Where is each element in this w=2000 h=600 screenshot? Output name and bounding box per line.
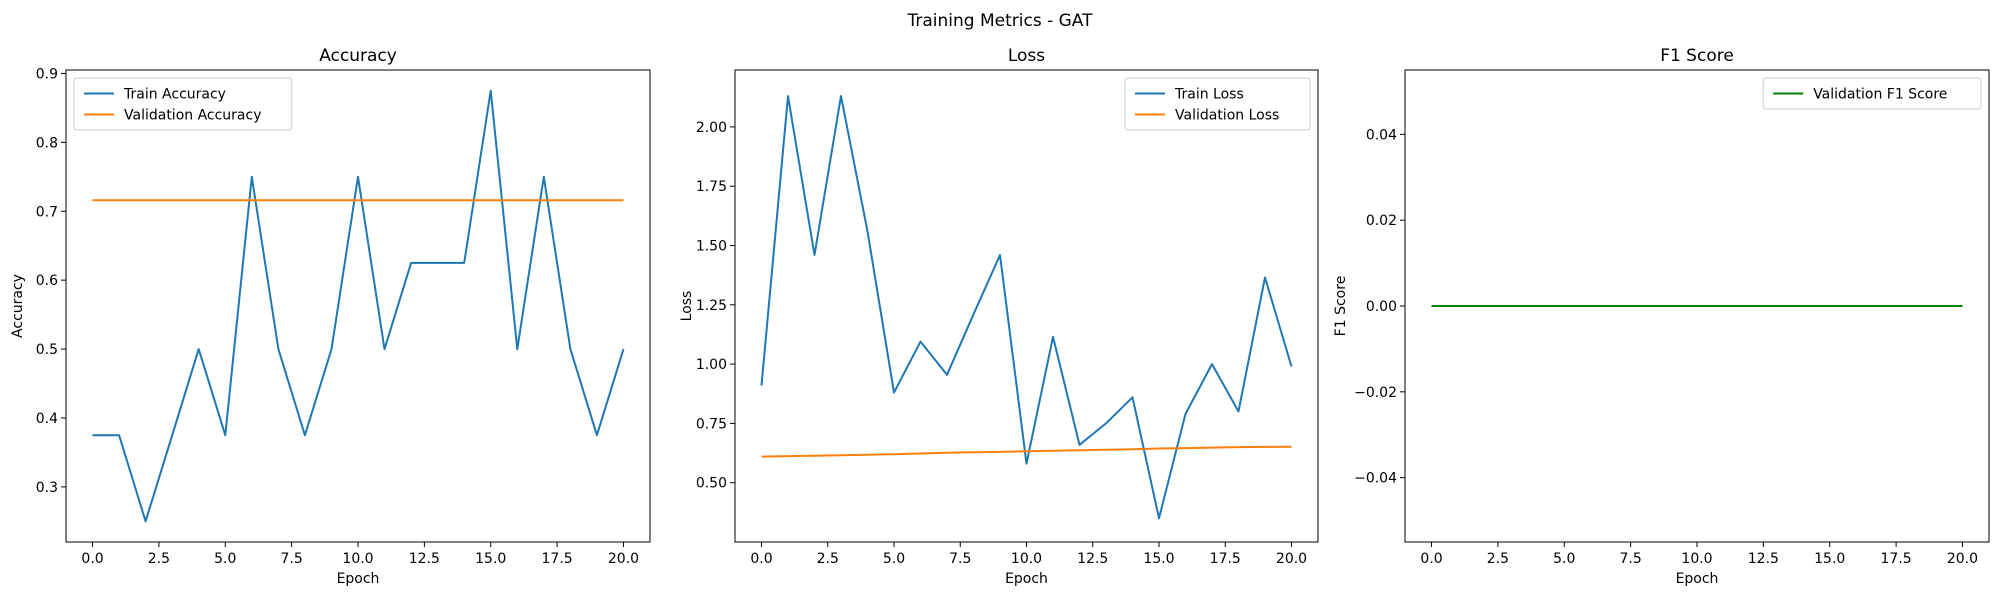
chart-0-y-tick-label: 0.4 bbox=[36, 411, 58, 427]
chart-2-x-tick-label: 17.5 bbox=[1881, 551, 1912, 567]
chart-0-x-tick-label: 17.5 bbox=[542, 551, 573, 567]
chart-1-legend-label-0: Train Loss bbox=[1174, 87, 1244, 103]
chart-0-y-tick-label: 0.8 bbox=[36, 135, 58, 151]
chart-0-legend-label-1: Validation Accuracy bbox=[124, 108, 262, 124]
chart-1-y-axis-label: Loss bbox=[679, 291, 695, 322]
chart-0-x-tick-label: 7.5 bbox=[281, 551, 303, 567]
chart-1-y-tick-label: 1.50 bbox=[696, 239, 727, 255]
chart-1-x-axis-label: Epoch bbox=[1005, 571, 1048, 587]
chart-1-x-tick-label: 10.0 bbox=[1011, 551, 1042, 567]
chart-0-y-tick-label: 0.6 bbox=[36, 273, 58, 289]
chart-0-y-tick-label: 0.3 bbox=[36, 480, 58, 496]
chart-0-y-tick-label: 0.9 bbox=[36, 66, 58, 82]
chart-2-y-tick-label: 0.04 bbox=[1366, 127, 1397, 143]
chart-0-x-tick-label: 0.0 bbox=[81, 551, 103, 567]
chart-2-y-tick-label: 0.00 bbox=[1366, 299, 1397, 315]
chart-1-series-0-line bbox=[760, 95, 1293, 520]
chart-1-legend: Train Loss Validation Loss bbox=[1124, 77, 1311, 131]
chart-1-x-tick-label: 15.0 bbox=[1143, 551, 1174, 567]
chart-2-panel: F1 Score 0.0 2.5 5.0 7.5 10.0 12.5 15.0 17.5 20.0… bbox=[1333, 46, 1990, 587]
chart-2-x-axis-label: Epoch bbox=[1676, 571, 1719, 587]
chart-1-x-tick-label: 0.0 bbox=[750, 551, 772, 567]
chart-2-x-tick-label: 5.0 bbox=[1553, 551, 1575, 567]
chart-0-legend-box bbox=[73, 77, 293, 131]
figure-title: Training Metrics - GAT bbox=[907, 11, 1094, 31]
chart-0-x-tick-label: 2.5 bbox=[148, 551, 170, 567]
chart-1-x-tick-label: 20.0 bbox=[1276, 551, 1307, 567]
chart-2-legend-box bbox=[1762, 77, 1982, 110]
chart-2-legend-label-0: Validation F1 Score bbox=[1813, 87, 1947, 103]
chart-1-series-1-line bbox=[761, 445, 1292, 458]
chart-2-legend: Validation F1 Score bbox=[1762, 77, 1982, 110]
chart-0-plot-frame bbox=[65, 69, 651, 543]
chart-0-x-tick-label: 10.0 bbox=[342, 551, 373, 567]
chart-0-panel: Accuracy 0.0 2.5 5.0 7.5 10.0 12.5 15.0 17.5 20.0… bbox=[10, 46, 651, 587]
chart-1-y-tick-label: 1.75 bbox=[696, 179, 727, 195]
chart-0-legend: Train Accuracy Validation Accuracy bbox=[73, 77, 293, 131]
chart-0-x-tick-label: 20.0 bbox=[608, 551, 639, 567]
chart-2-y-tick-label: −0.04 bbox=[1354, 471, 1397, 487]
chart-0-y-axis-label: Accuracy bbox=[10, 274, 26, 338]
chart-0-x-tick-label: 5.0 bbox=[214, 551, 236, 567]
chart-1-x-tick-label: 12.5 bbox=[1077, 551, 1108, 567]
chart-1-plot-frame bbox=[734, 69, 1319, 543]
chart-1-panel: Loss 0.0 2.5 5.0 7.5 10.0 12.5 15.0 17.5 20.0 0.50… bbox=[679, 46, 1319, 587]
chart-2-x-tick-label: 7.5 bbox=[1620, 551, 1642, 567]
chart-1-y-tick-label: 1.00 bbox=[696, 357, 727, 373]
chart-0-x-axis-label: Epoch bbox=[337, 571, 380, 587]
chart-0-x-tick-label: 15.0 bbox=[475, 551, 506, 567]
chart-1-x-tick-label: 17.5 bbox=[1210, 551, 1241, 567]
chart-2-y-axis-label: F1 Score bbox=[1333, 276, 1349, 337]
chart-1-y-tick-label: 0.50 bbox=[696, 476, 727, 492]
chart-1-x-tick-label: 2.5 bbox=[817, 551, 839, 567]
chart-2-x-tick-label: 12.5 bbox=[1748, 551, 1779, 567]
chart-1-x-tick-label: 7.5 bbox=[949, 551, 971, 567]
chart-2-y-tick-label: −0.02 bbox=[1354, 385, 1397, 401]
chart-2-x-tick-label: 2.5 bbox=[1487, 551, 1509, 567]
chart-1-legend-box bbox=[1124, 77, 1311, 131]
chart-2-y-tick-label: 0.02 bbox=[1366, 213, 1397, 229]
chart-2-x-tick-label: 10.0 bbox=[1681, 551, 1712, 567]
chart-0-x-tick-label: 12.5 bbox=[409, 551, 440, 567]
chart-0-y-tick-label: 0.5 bbox=[36, 342, 58, 358]
chart-1-y-tick-label: 1.25 bbox=[696, 298, 727, 314]
chart-1-x-tick-label: 5.0 bbox=[883, 551, 905, 567]
chart-2-x-tick-label: 20.0 bbox=[1947, 551, 1978, 567]
chart-0-legend-label-0: Train Accuracy bbox=[123, 87, 226, 103]
chart-0-title: Accuracy bbox=[319, 46, 397, 66]
chart-2-title: F1 Score bbox=[1660, 46, 1734, 66]
chart-1-y-tick-label: 0.75 bbox=[696, 416, 727, 432]
chart-0-y-tick-label: 0.7 bbox=[36, 204, 58, 220]
chart-0-series-0-line bbox=[92, 89, 625, 523]
chart-2-x-tick-label: 0.0 bbox=[1420, 551, 1442, 567]
chart-1-y-tick-label: 2.00 bbox=[696, 120, 727, 136]
chart-2-x-tick-label: 15.0 bbox=[1814, 551, 1845, 567]
chart-1-legend-label-1: Validation Loss bbox=[1175, 108, 1279, 124]
chart-panels: Accuracy 0.0 2.5 5.0 7.5 10.0 12.5 15.0 17.5 20.0… bbox=[10, 46, 1990, 587]
chart-1-title: Loss bbox=[1008, 46, 1045, 66]
